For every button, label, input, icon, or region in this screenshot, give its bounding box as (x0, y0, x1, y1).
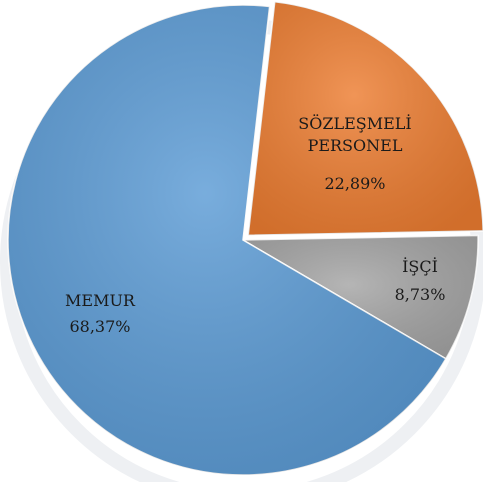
slice-category-label: İŞÇİ (402, 257, 438, 276)
slice-category-label: SÖZLEŞMELİ PERSONEL (298, 114, 412, 155)
slice-shade (7, 4, 446, 475)
slice-shade (248, 1, 483, 236)
slice-value-label: 22,89% (324, 174, 386, 193)
slice-shade (243, 235, 478, 359)
slice-value-label: 68,37% (69, 317, 131, 336)
slice-value-label: 8,73% (394, 285, 446, 304)
slice-category-label: MEMUR (65, 291, 135, 310)
